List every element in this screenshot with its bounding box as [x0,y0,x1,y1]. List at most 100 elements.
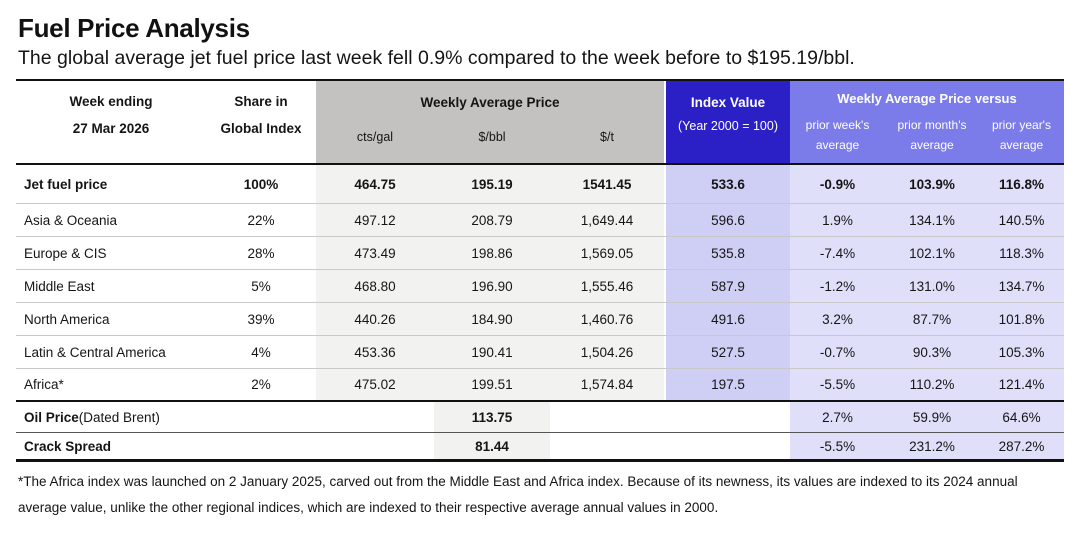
vs-prior-week: 2.7% [790,402,885,432]
row-label: Jet fuel price [24,176,108,192]
usd-t-value: 1,649.44 [550,204,664,236]
table-header: Week ending 27 Mar 2026 Share in Global … [16,81,1064,165]
vs-prior-year: 121.4% [979,369,1064,400]
vs-prior-year: 134.7% [979,270,1064,302]
usd-t-value: 1,569.05 [550,237,664,269]
index-value-label: Index Value [690,95,766,110]
page-subtitle: The global average jet fuel price last w… [18,47,855,69]
vs-prior-year: 105.3% [979,336,1064,368]
vs-prior-week: -7.4% [790,237,885,269]
share-value: 4% [251,344,271,360]
africa-index-footnote: *The Africa index was launched on 2 Janu… [18,474,1018,515]
price-versus-label: Weekly Average Price versus [837,91,1017,106]
vs-prior-year: 101.8% [979,303,1064,335]
share-value: 39% [247,311,275,327]
usd-t-value: 1541.45 [550,165,664,203]
col-header-week-ending: Week ending 27 Mar 2026 [16,81,206,163]
usd-bbl-value: 208.79 [434,204,550,236]
index-value: 491.6 [666,303,790,335]
usd-bbl-value: 198.86 [434,237,550,269]
row-oil-price: Oil Price (Dated Brent) 113.75 2.7% 59.9… [16,402,1064,433]
row-north-america: North America 39% 440.26 184.90 1,460.76… [16,303,1064,336]
vs-prior-month: 131.0% [885,270,979,302]
week-ending-label: Week ending [69,94,153,109]
cts-gal-value: 468.80 [316,270,434,302]
cts-gal-value: 453.36 [316,336,434,368]
row-label: Asia & Oceania [24,212,118,228]
column-gap [664,336,666,368]
usd-bbl-value: 196.90 [434,270,550,302]
vs-prior-month: 134.1% [885,204,979,236]
vs-prior-year: 287.2% [979,433,1064,459]
subheader-prior-week: prior week's average [805,118,870,152]
vs-prior-week: -1.2% [790,270,885,302]
vs-prior-month: 231.2% [885,433,979,459]
index-value: 596.6 [666,204,790,236]
weekly-average-price-label: Weekly Average Price [420,95,560,110]
row-label: Oil Price (Dated Brent) [16,402,316,432]
empty-cell [316,433,434,459]
row-africa: Africa* 2% 475.02 199.51 1,574.84 197.5 … [16,369,1064,402]
vs-prior-year: 118.3% [979,237,1064,269]
row-label: Europe & CIS [24,245,107,261]
unit-cts-gal: cts/gal [356,130,394,144]
usd-bbl-value: 81.44 [434,433,550,459]
row-label: Middle East [24,278,95,294]
unit-usd-bbl: $/bbl [478,130,506,144]
row-jet-fuel-price: Jet fuel price 100% 464.75 195.19 1541.4… [16,165,1064,204]
row-europe-cis: Europe & CIS 28% 473.49 198.86 1,569.05 … [16,237,1064,270]
vs-prior-month: 110.2% [885,369,979,400]
column-gap [664,237,666,269]
price-unit-headers: cts/gal $/bbl $/t [316,130,664,144]
page-title: Fuel Price Analysis [18,13,250,43]
column-gap [664,303,666,335]
row-label: North America [24,311,110,327]
vs-prior-week: 1.9% [790,204,885,236]
vs-prior-year: 64.6% [979,402,1064,432]
empty-cell [316,402,434,432]
oil-price-label-detail: (Dated Brent) [78,409,160,425]
versus-subheaders: prior week's average prior month's average… [790,115,1064,155]
col-header-share: Share in Global Index [206,81,316,163]
empty-cell [550,433,664,459]
index-value: 197.5 [666,369,790,400]
vs-prior-week: -0.7% [790,336,885,368]
index-value-subtitle: (Year 2000 = 100) [678,119,778,133]
row-crack-spread: Crack Spread 81.44 -5.5% 231.2% 287.2% [16,433,1064,462]
unit-usd-t: $/t [600,130,614,144]
cts-gal-value: 473.49 [316,237,434,269]
row-latin-central-america: Latin & Central America 4% 453.36 190.41… [16,336,1064,369]
subheader-prior-year: prior year's average [992,118,1051,152]
usd-t-value: 1,574.84 [550,369,664,400]
column-gap [664,433,666,459]
column-gap [664,369,666,400]
col-header-index-value: Index Value (Year 2000 = 100) [666,81,790,163]
week-ending-date: 27 Mar 2026 [72,121,150,136]
index-value: 535.8 [666,237,790,269]
vs-prior-week: -0.9% [790,165,885,203]
cts-gal-value: 440.26 [316,303,434,335]
cts-gal-value: 497.12 [316,204,434,236]
vs-prior-year: 140.5% [979,204,1064,236]
fuel-price-table: Week ending 27 Mar 2026 Share in Global … [16,79,1064,462]
vs-prior-week: -5.5% [790,369,885,400]
usd-t-value: 1,555.46 [550,270,664,302]
vs-prior-week: -5.5% [790,433,885,459]
col-group-weekly-average-price: Weekly Average Price cts/gal $/bbl $/t [316,81,664,163]
vs-prior-month: 103.9% [885,165,979,203]
share-value: 28% [247,245,275,261]
vs-prior-month: 102.1% [885,237,979,269]
share-label-line1: Share in [234,94,288,109]
empty-cell [550,402,664,432]
index-value: 527.5 [666,336,790,368]
vs-prior-month: 59.9% [885,402,979,432]
share-value: 2% [251,377,271,392]
row-asia-oceania: Asia & Oceania 22% 497.12 208.79 1,649.4… [16,204,1064,237]
usd-t-value: 1,460.76 [550,303,664,335]
cts-gal-value: 475.02 [316,369,434,400]
vs-prior-month: 90.3% [885,336,979,368]
header-column-gap [664,81,666,163]
subheader-prior-month: prior month's average [897,118,967,152]
column-gap [664,204,666,236]
usd-bbl-value: 190.41 [434,336,550,368]
